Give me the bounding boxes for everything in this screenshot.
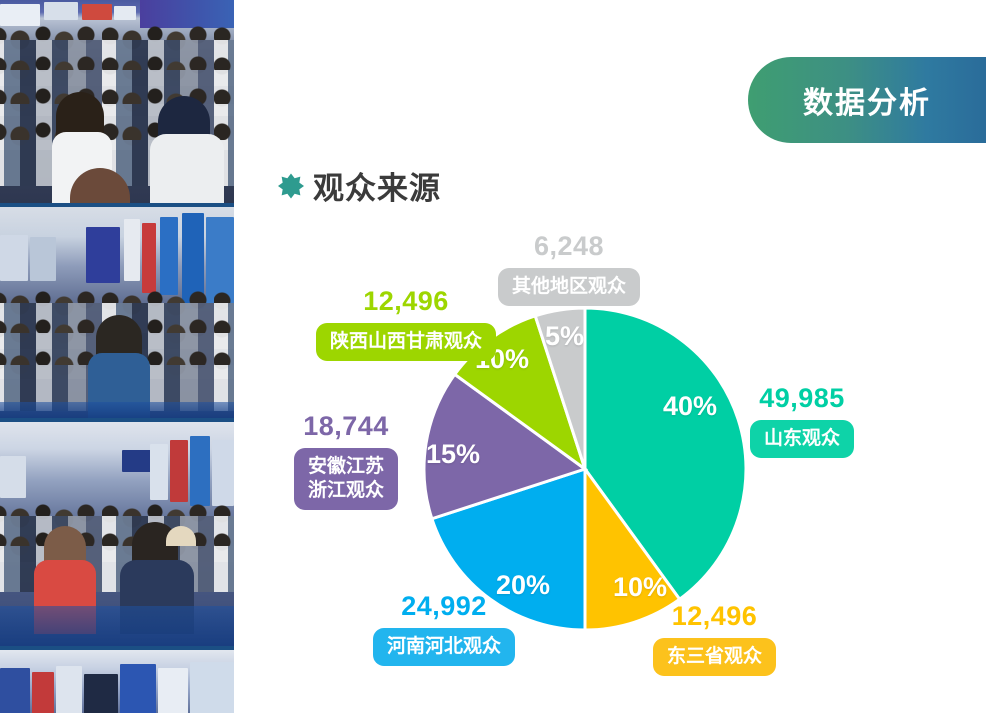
callout-chip: 东三省观众 — [653, 638, 777, 676]
callout-northeast: 12,496 东三省观众 — [653, 601, 777, 676]
callout-value: 18,744 — [303, 411, 389, 441]
photo-separator — [0, 646, 234, 651]
callout-henan-hebei: 24,992 河南河北观众 — [373, 591, 516, 666]
pie-slice — [533, 307, 587, 470]
slice-percent-shandong: 40% — [663, 391, 718, 421]
callout-east-china: 18,744 安徽江苏 浙江观众 — [294, 411, 399, 510]
pie-chart: 40% 10% 20% 15% 10% 5% — [423, 307, 747, 631]
page-title: 观众来源 — [278, 163, 441, 208]
callout-value: 12,496 — [363, 286, 449, 316]
photo-strip — [0, 0, 234, 713]
slice-percent-east: 15% — [426, 439, 481, 469]
callout-chip: 安徽江苏 浙江观众 — [294, 448, 399, 510]
photo-exhibition-aisle-1 — [0, 207, 234, 418]
pie-slice — [583, 464, 682, 631]
callout-northwest: 12,496 陕西山西甘肃观众 — [316, 286, 497, 361]
page-title-text: 观众来源 — [313, 171, 441, 206]
photo-exhibition-aisle-2 — [0, 422, 234, 646]
callout-value: 6,248 — [533, 231, 605, 261]
photo-crowd-entrance — [0, 0, 234, 203]
callout-chip: 其他地区观众 — [498, 268, 641, 306]
pie-chart-svg — [423, 307, 747, 631]
slice-percent-henan: 20% — [496, 570, 551, 600]
callout-value: 12,496 — [671, 601, 758, 631]
section-badge-label: 数据分析 — [803, 87, 931, 120]
callout-value: 49,985 — [759, 383, 845, 413]
callout-chip: 河南河北观众 — [373, 628, 516, 666]
slice-percent-northeast: 10% — [613, 572, 668, 602]
photo-exhibition-booths — [0, 650, 234, 713]
callout-chip: 陕西山西甘肃观众 — [316, 323, 497, 361]
callout-chip: 山东观众 — [750, 420, 855, 458]
slice-percent-other: 5% — [545, 321, 585, 351]
section-badge: 数据分析 — [748, 57, 986, 143]
pie-slice — [423, 372, 589, 521]
pie-slice — [429, 466, 587, 631]
callout-shandong: 49,985 山东观众 — [750, 383, 855, 458]
callout-value: 24,992 — [401, 591, 487, 621]
callout-other-regions: 6,248 其他地区观众 — [498, 231, 641, 306]
burst-star-icon — [278, 173, 304, 198]
photo-separator — [0, 418, 234, 423]
photo-separator — [0, 203, 234, 208]
pie-slice — [583, 307, 747, 602]
